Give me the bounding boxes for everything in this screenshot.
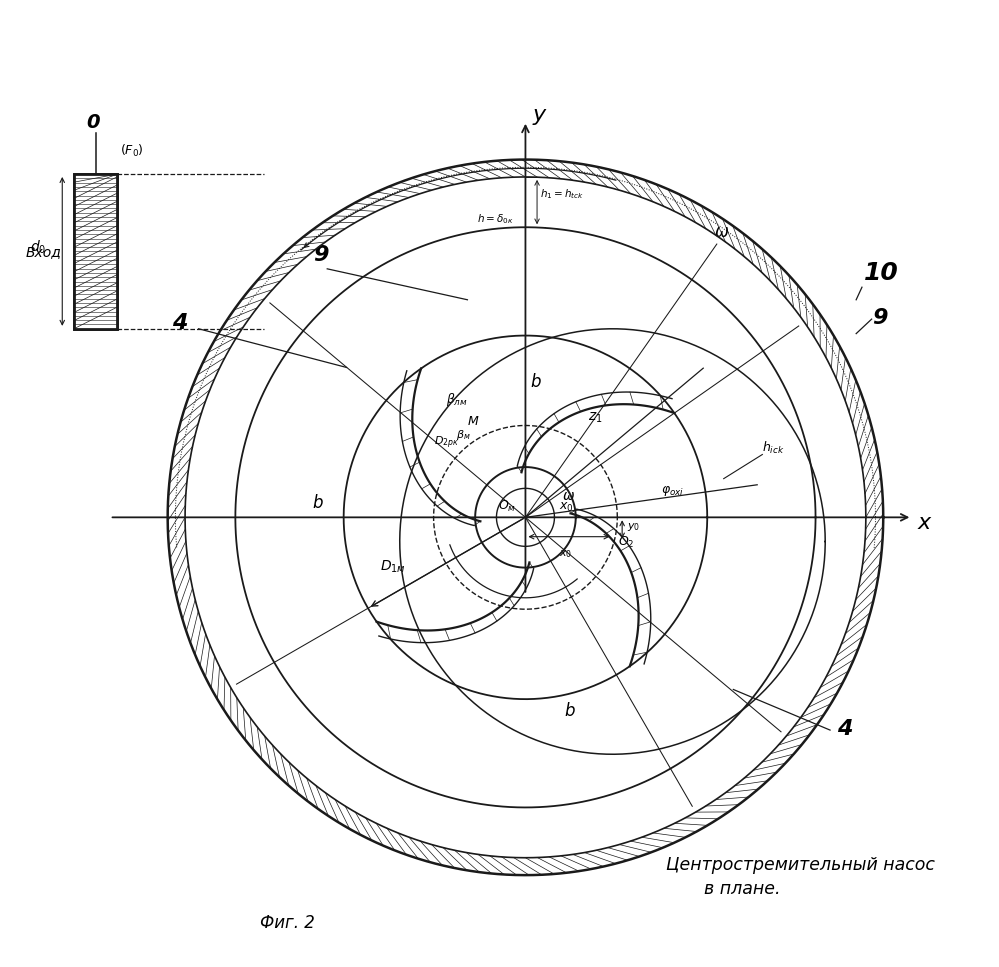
Text: $D_{1м}$: $D_{1м}$ [381,559,407,575]
Text: M: M [468,416,479,428]
Text: $\omega$: $\omega$ [714,223,729,241]
Text: 9: 9 [313,245,329,265]
Text: 4: 4 [837,718,852,739]
Text: $h=\delta_{0к}$: $h=\delta_{0к}$ [478,213,513,226]
Text: x: x [917,513,930,533]
Text: Фиг. 2: Фиг. 2 [260,915,315,932]
Text: Центростремительный насос: Центростремительный насос [665,857,934,874]
Text: $O_2$: $O_2$ [618,536,634,550]
Text: 9: 9 [872,308,887,328]
Text: b: b [530,373,540,391]
Text: $z_1$: $z_1$ [588,411,602,425]
Text: $y_0$: $y_0$ [627,521,640,534]
Text: b: b [564,702,574,719]
Text: y: y [532,104,545,125]
Text: $(F_0)$: $(F_0)$ [120,143,144,159]
Text: $d_0$: $d_0$ [30,239,47,256]
Text: $O_м$: $O_м$ [499,499,516,513]
Text: 4: 4 [173,312,188,333]
Text: в плане.: в плане. [704,881,781,898]
Text: $D_{2рк}$: $D_{2рк}$ [434,434,459,451]
Text: b: b [313,494,324,512]
Text: 10: 10 [864,261,899,285]
Text: $h_1=h_{tck}$: $h_1=h_{tck}$ [539,188,584,201]
Text: $\beta_м$: $\beta_м$ [456,428,471,442]
Bar [74,174,117,329]
Text: $\varphi_{охi}$: $\varphi_{охi}$ [660,484,684,498]
Text: Вход: Вход [26,246,61,259]
Text: $\beta_{лм}$: $\beta_{лм}$ [447,392,468,408]
Text: $h_{ick}$: $h_{ick}$ [762,440,785,455]
Text: 0: 0 [86,112,100,132]
Text: $x_0$: $x_0$ [559,501,574,513]
Bar [74,174,117,329]
Bar [74,174,117,329]
Text: $\omega$: $\omega$ [562,489,575,503]
Text: $x_0$: $x_0$ [559,548,572,560]
